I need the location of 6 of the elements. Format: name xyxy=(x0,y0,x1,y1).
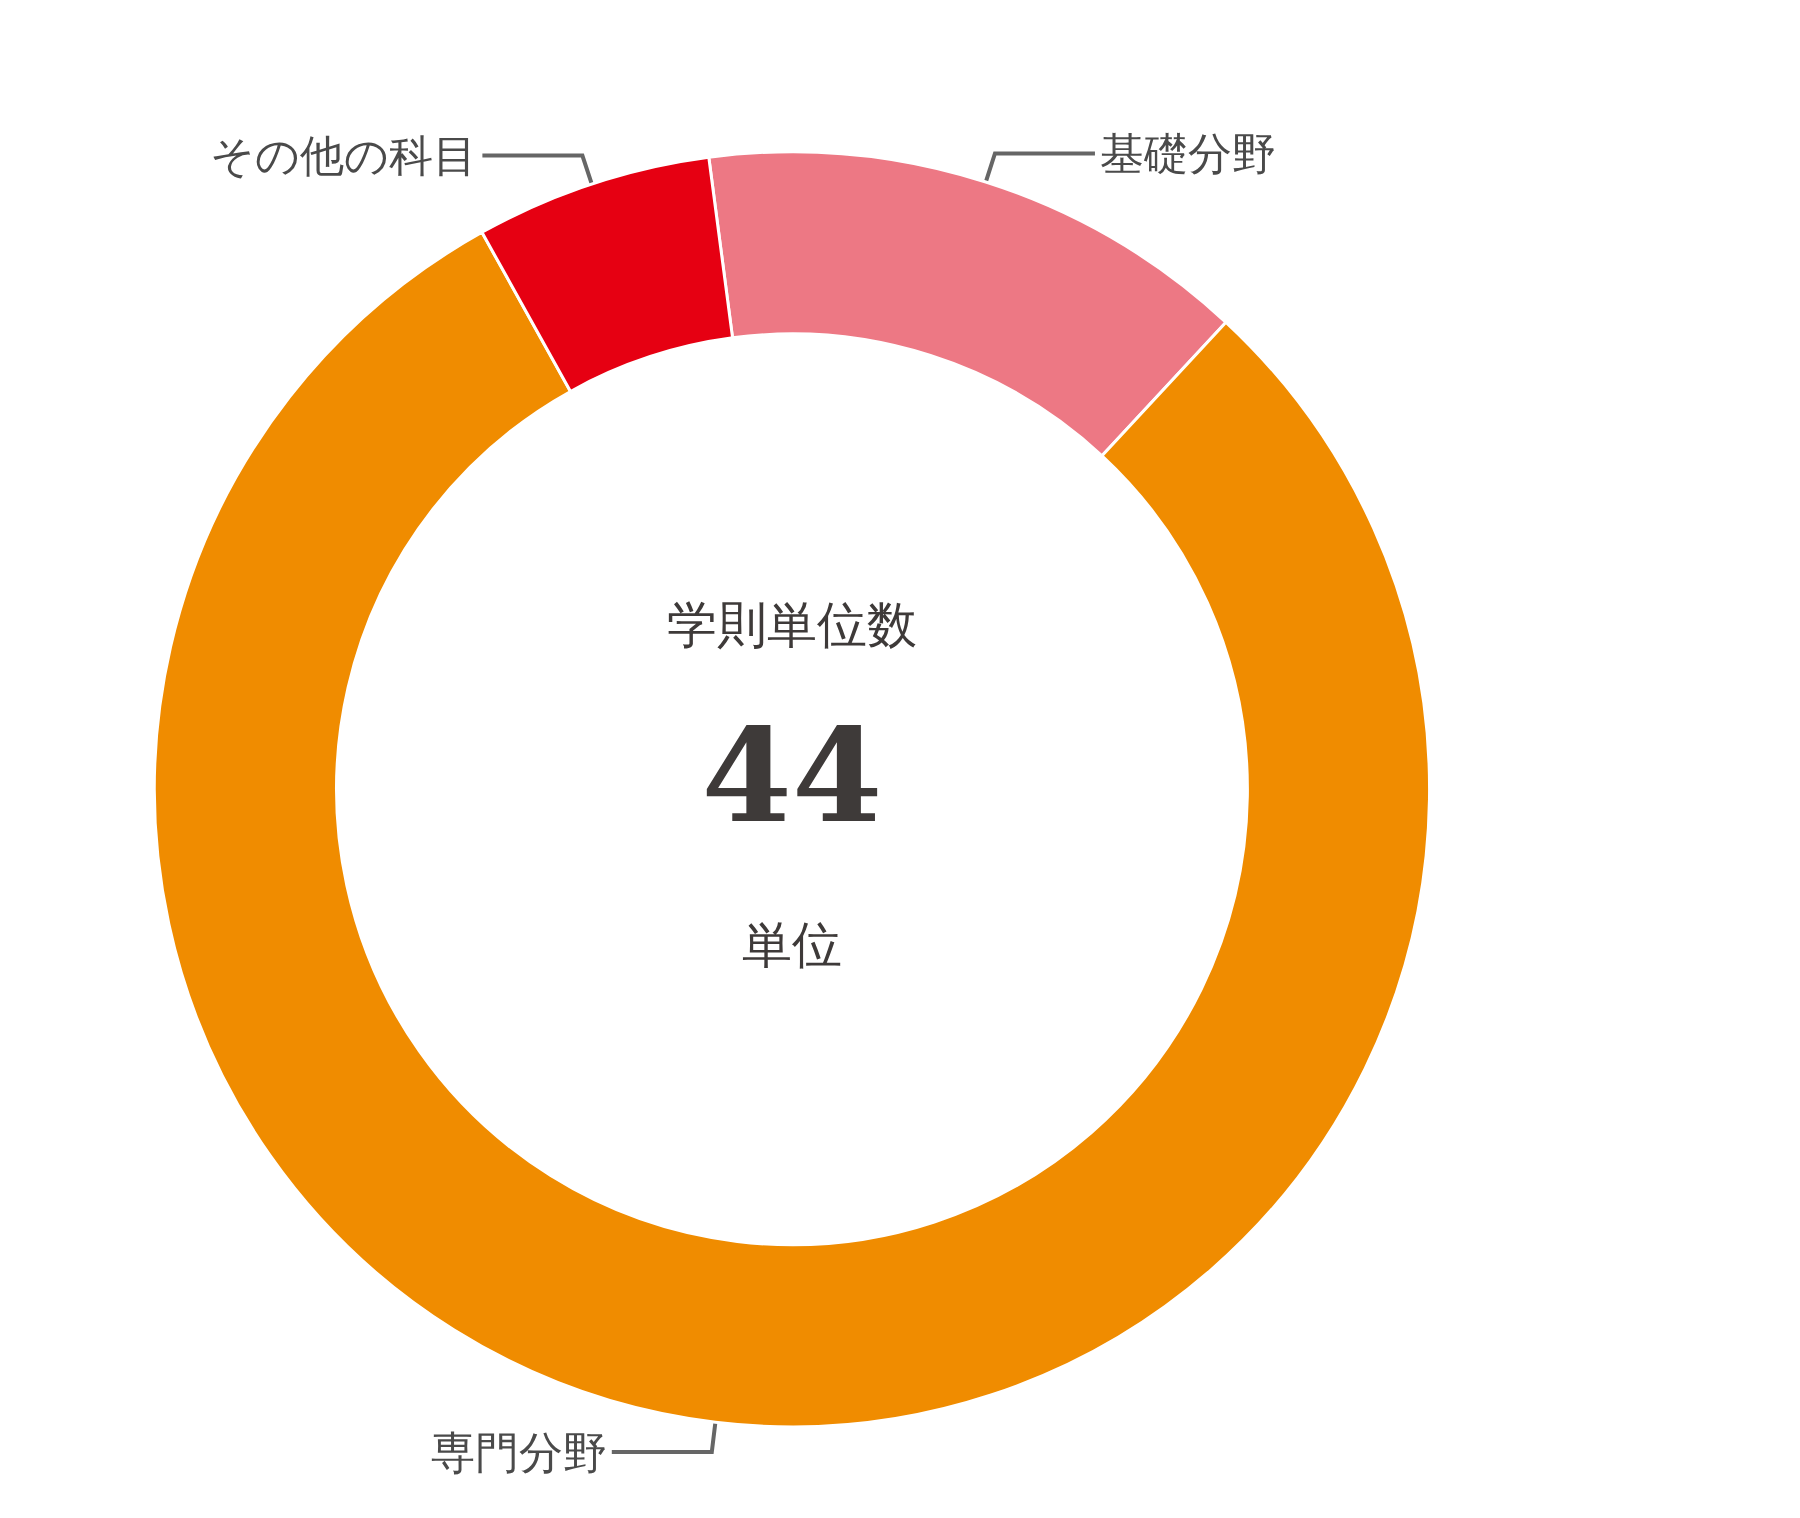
text: 学則単位数 xyxy=(667,596,917,654)
text: 44 xyxy=(701,698,883,852)
text: 単位 xyxy=(742,916,842,974)
slice-label: 基礎分野 xyxy=(1099,127,1276,179)
slice-label: 専門分野 xyxy=(430,1426,607,1478)
slice-label: その他の科目 xyxy=(210,130,478,182)
